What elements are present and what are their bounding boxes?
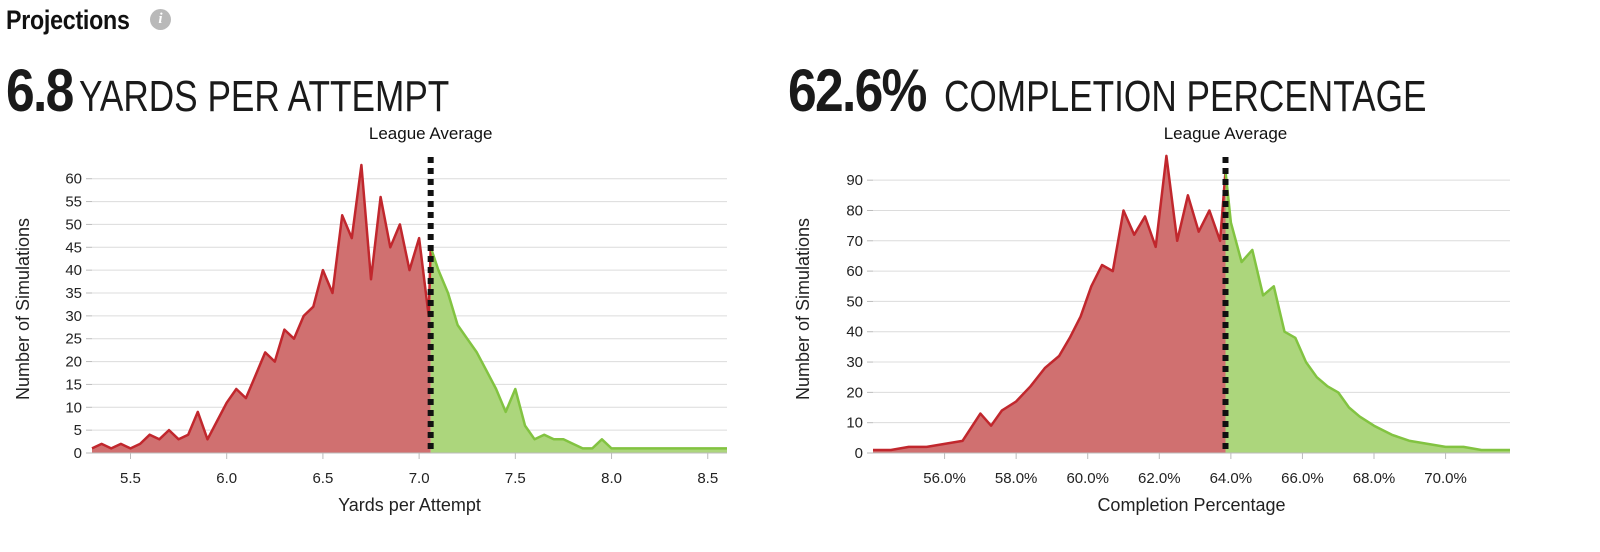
y-tick-label: 55 [65, 194, 82, 211]
x-axis-title: Completion Percentage [1097, 495, 1285, 515]
y-tick-label: 40 [846, 324, 863, 341]
y-tick-label: 80 [846, 202, 863, 219]
completion-percentage-chart: 0 10 20 30 40 50 60 70 80 90 56.0% 58.0% 60.0% 62.0% 6… [793, 124, 1510, 515]
stat-completion-percentage: 62.6% COMPLETION PERCENTAGE [788, 56, 1547, 124]
x-axis-title: Yards per Attempt [338, 495, 481, 515]
y-tick-label: 20 [846, 384, 863, 401]
y-tick-label: 10 [846, 415, 863, 432]
y-tick-label: 30 [65, 308, 82, 325]
x-tick-label: 5.5 [120, 470, 141, 487]
y-tick-label: 40 [65, 262, 82, 279]
stat-yards-per-attempt: 6.8 YARDS PER ATTEMPT [6, 56, 542, 124]
stat-label: COMPLETION PERCENTAGE [944, 72, 1427, 121]
y-tick-label: 50 [65, 216, 82, 233]
league-average-label: League Average [1164, 124, 1288, 143]
x-tick-label: 7.0 [409, 470, 430, 487]
stat-value: 6.8 [6, 57, 74, 124]
header: Projections [6, 2, 150, 38]
x-tick-label: 56.0% [923, 470, 966, 487]
y-tick-label: 90 [846, 172, 863, 189]
x-tick-label: 62.0% [1138, 470, 1181, 487]
x-tick-label: 8.0 [601, 470, 622, 487]
below-average-line [873, 154, 1227, 452]
above-average-line [1224, 170, 1510, 452]
y-tick-label: 20 [65, 354, 82, 371]
y-tick-label: 10 [65, 399, 82, 416]
y-tick-label: 0 [855, 445, 863, 462]
y-tick-label: 15 [65, 376, 82, 393]
above-average-line [429, 246, 727, 450]
x-tick-label: 70.0% [1424, 470, 1467, 487]
yards-per-attempt-chart: 0 5 10 15 20 25 30 35 40 45 50 55 60 5.5 6.0 6.5 7.0 7.5 8… [13, 124, 727, 515]
stat-label: YARDS PER ATTEMPT [79, 72, 450, 121]
x-tick-label: 7.5 [505, 470, 526, 487]
y-tick-label: 35 [65, 285, 82, 302]
above-average-area [430, 247, 727, 453]
y-axis-title: Number of Simulations [13, 218, 33, 400]
info-icon[interactable]: i [150, 9, 171, 30]
section-title: Projections [6, 4, 130, 35]
x-tick-label: 58.0% [995, 470, 1038, 487]
x-tick-label: 8.5 [697, 470, 718, 487]
y-tick-label: 70 [846, 233, 863, 250]
x-tick-label: 68.0% [1353, 470, 1396, 487]
x-tick-label: 6.5 [312, 470, 333, 487]
x-tick-label: 64.0% [1210, 470, 1253, 487]
y-tick-label: 30 [846, 354, 863, 371]
x-tick-label: 6.0 [216, 470, 237, 487]
stat-value: 62.6% [788, 57, 927, 124]
y-tick-label: 5 [74, 422, 82, 439]
above-average-area [1225, 171, 1510, 453]
y-tick-label: 25 [65, 331, 82, 348]
y-tick-label: 0 [74, 445, 82, 462]
below-average-area [92, 165, 431, 453]
x-tick-label: 60.0% [1066, 470, 1109, 487]
y-tick-label: 60 [846, 263, 863, 280]
below-average-line [91, 163, 432, 450]
y-axis-title: Number of Simulations [793, 218, 813, 400]
x-tick-label: 66.0% [1281, 470, 1324, 487]
y-tick-label: 45 [65, 239, 82, 256]
league-average-label: League Average [369, 124, 493, 143]
y-tick-label: 50 [846, 293, 863, 310]
y-tick-label: 60 [65, 171, 82, 188]
